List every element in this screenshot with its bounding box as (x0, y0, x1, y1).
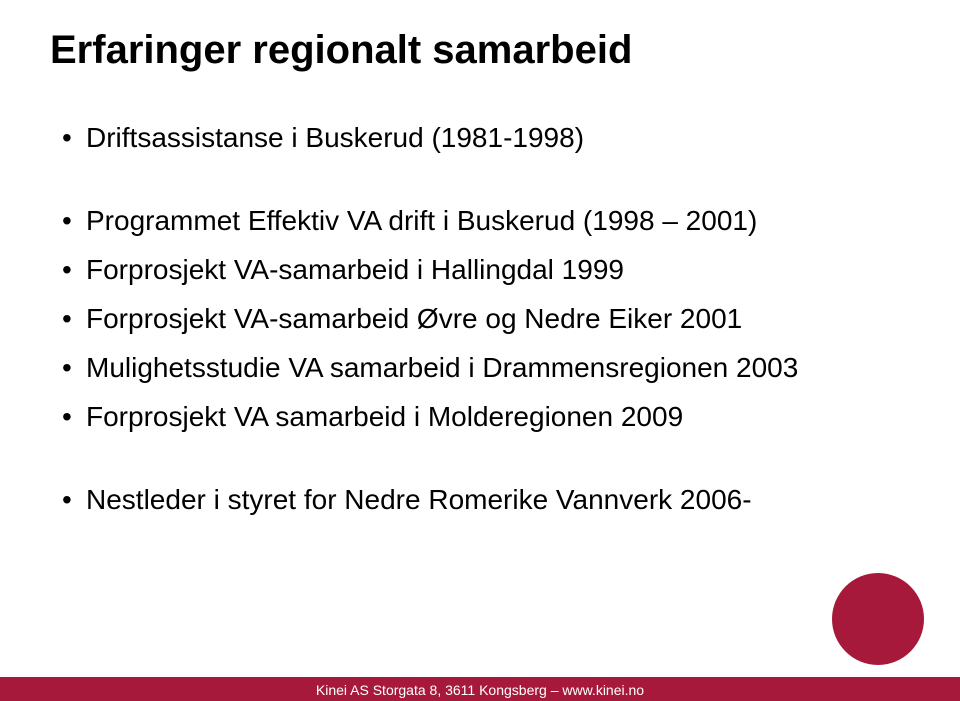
bullet-item: Mulighetsstudie VA samarbeid i Drammensr… (58, 350, 900, 387)
bullet-item: Forprosjekt VA samarbeid i Molderegionen… (58, 399, 900, 436)
bullet-item: Forprosjekt VA-samarbeid Øvre og Nedre E… (58, 301, 900, 338)
slide: Erfaringer regionalt samarbeid Driftsass… (0, 0, 960, 701)
bullet-item: Nestleder i styret for Nedre Romerike Va… (58, 482, 900, 519)
bullet-list: Driftsassistanse i Buskerud (1981-1998) … (58, 120, 900, 531)
bullet-item: Programmet Effektiv VA drift i Buskerud … (58, 203, 900, 240)
accent-circle-icon (832, 573, 924, 665)
bullet-item: Driftsassistanse i Buskerud (1981-1998) (58, 120, 900, 157)
footer-text: Kinei AS Storgata 8, 3611 Kongsberg – ww… (0, 682, 960, 698)
slide-title: Erfaringer regionalt samarbeid (50, 28, 632, 73)
bullet-item: Forprosjekt VA-samarbeid i Hallingdal 19… (58, 252, 900, 289)
